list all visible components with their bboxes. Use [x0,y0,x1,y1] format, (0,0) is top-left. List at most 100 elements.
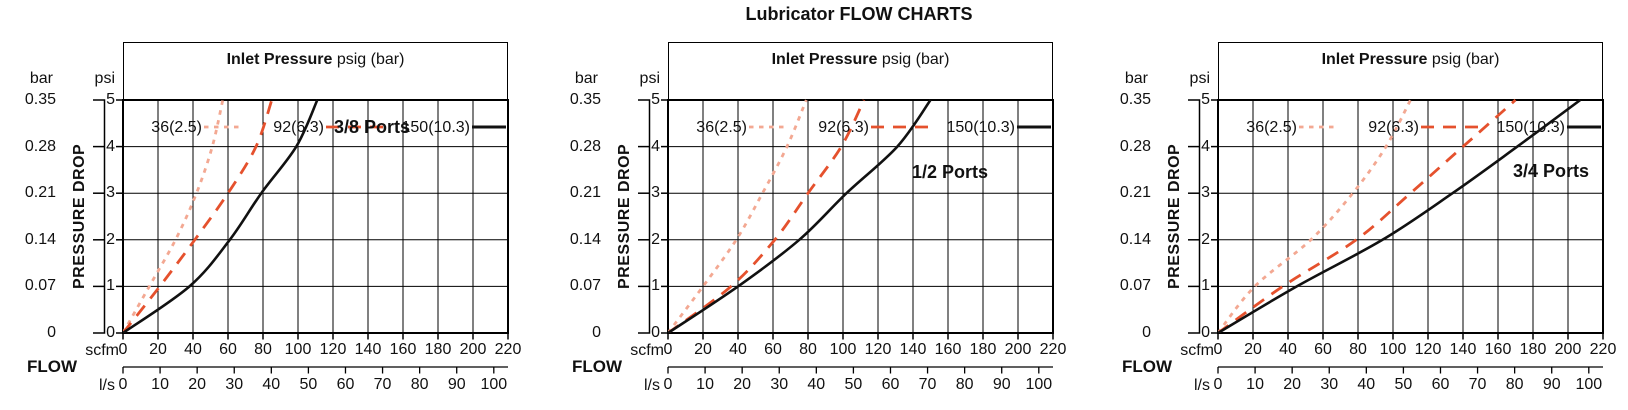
psi-unit-label: psi [94,70,115,87]
ls-tick-label: 90 [1542,376,1561,393]
scfm-tick-label: 160 [934,341,962,358]
legend-title-unit: psig (bar) [877,51,950,68]
bar-tick-label: 0 [47,324,56,341]
scfm-tick-label: 120 [864,341,892,358]
psi-unit-label: psi [1189,70,1210,87]
bar-tick-label: 0 [1142,324,1151,341]
psi-tick-label: 0 [1201,324,1210,341]
scfm-unit-label: scfm [1180,342,1214,359]
scfm-tick-label: 60 [219,341,237,358]
scfm-tick-label: 80 [799,341,817,358]
chart-grid-and-curves [1188,99,1604,374]
scfm-tick-label: 0 [663,341,673,358]
scfm-tick-label: 200 [1554,341,1582,358]
bar-tick-label: 0.07 [1119,277,1151,295]
psi-tick-label: 0 [651,324,660,341]
scfm-unit-label: scfm [630,342,664,359]
curves-group [668,99,932,333]
legend-title: Inlet Pressure psig (bar) [124,51,507,69]
legend-box: Inlet Pressure psig (bar) 36(2.5) 92(6.3)… [668,42,1053,136]
bar-tick-label: 0 [592,324,601,341]
bar-tick-label: 0.28 [1119,137,1151,155]
scfm-tick-label: 200 [459,341,487,358]
legend-item-label: 92(6.3) [1368,119,1419,136]
scfm-tick-label: 180 [424,341,452,358]
bar-tick-label: 0.14 [1119,230,1151,248]
ls-tick-label: 50 [299,376,318,393]
port-size-label: 1/2 Ports [911,162,989,182]
bar-axis-bracket [638,99,651,334]
psi-tick-label: 3 [651,184,660,202]
legend-line-sample-solid [1567,125,1601,129]
legend-line-sample-dotted [749,125,789,129]
curve-36-2-5- [1218,99,1412,333]
psi-tick-label: 1 [1201,277,1210,295]
flow-axis-title: FLOW [1122,357,1173,376]
flow-axis-title: FLOW [27,357,78,376]
scfm-tick-label: 160 [389,341,417,358]
curve-92-6-3- [668,99,866,333]
ls-tick-label: 10 [151,376,169,393]
legend-item-label: 92(6.3) [273,119,324,136]
ls-tick-label: 100 [1575,376,1603,393]
pressure-drop-axis-title: PRESSURE DROP [616,143,633,290]
psi-tick-label: 0 [106,324,115,341]
legend-item-label: 150(10.3) [946,119,1016,136]
bar-tick-label: 0.28 [24,137,56,155]
plot-border [122,99,509,334]
plot-border [1217,99,1604,334]
port-size-label: 3/4 Ports [1512,161,1590,181]
psi-tick-label: 4 [106,137,115,155]
ls-tick-label: 70 [1468,376,1487,393]
scfm-tick-label: 180 [1519,341,1547,358]
scfm-tick-label: 60 [764,341,782,358]
legend-item-label: 36(2.5) [151,119,202,136]
scfm-tick-label: 80 [1349,341,1367,358]
ls-tick-label: 70 [373,376,392,393]
scfm-tick-label: 40 [184,341,202,358]
ls-tick-label: 80 [955,376,974,393]
bar-tick-label: 0.35 [1119,91,1151,108]
plot-border [667,99,1054,334]
legend-line-sample-solid [472,125,506,129]
ls-tick-label: 40 [1357,376,1376,393]
scfm-tick-label: 100 [829,341,857,358]
ls-tick-label: 30 [1320,376,1339,393]
figure-title: Lubricator FLOW CHARTS [745,4,973,24]
scfm-tick-label: 120 [319,341,347,358]
scfm-tick-label: 60 [1314,341,1332,358]
bar-tick-label: 0.07 [569,277,601,295]
scfm-tick-label: 140 [1449,341,1477,358]
scfm-tick-label: 20 [694,341,712,358]
bar-tick-label: 0.14 [24,230,56,248]
legend-title-main: Inlet Pressure [226,51,333,68]
scfm-tick-label: 220 [494,341,522,358]
legend-line-sample-dotted [1299,125,1339,129]
scfm-tick-label: 220 [1589,341,1617,358]
flow-axis-title: FLOW [572,357,623,376]
ls-unit-label: l/s [1194,377,1210,394]
scfm-tick-label: 180 [969,341,997,358]
bar-tick-label: 0.21 [1119,184,1151,202]
legend-item-label: 150(10.3) [1496,119,1566,136]
bar-tick-label: 0.21 [569,184,601,202]
bar-unit-label: bar [29,70,53,87]
curve-92-6-3- [1218,99,1517,333]
scfm-tick-label: 220 [1039,341,1067,358]
legend-title-main: Inlet Pressure [771,51,878,68]
scfm-tick-label: 0 [118,341,128,358]
psi-tick-label: 5 [106,91,115,108]
ls-tick-label: 30 [225,376,244,393]
bar-tick-label: 0.28 [569,137,601,155]
ls-tick-label: 20 [1283,376,1302,393]
psi-tick-label: 1 [106,277,115,295]
ls-tick-label: 0 [118,376,128,393]
scfm-tick-label: 40 [729,341,747,358]
curve-150-10-3- [123,99,319,333]
psi-tick-label: 3 [1201,184,1210,202]
chart-grid-and-curves [93,99,509,374]
chart-grid-and-curves [638,99,1054,374]
psi-tick-label: 2 [1201,230,1210,248]
legend-title-unit: psig (bar) [332,51,405,68]
